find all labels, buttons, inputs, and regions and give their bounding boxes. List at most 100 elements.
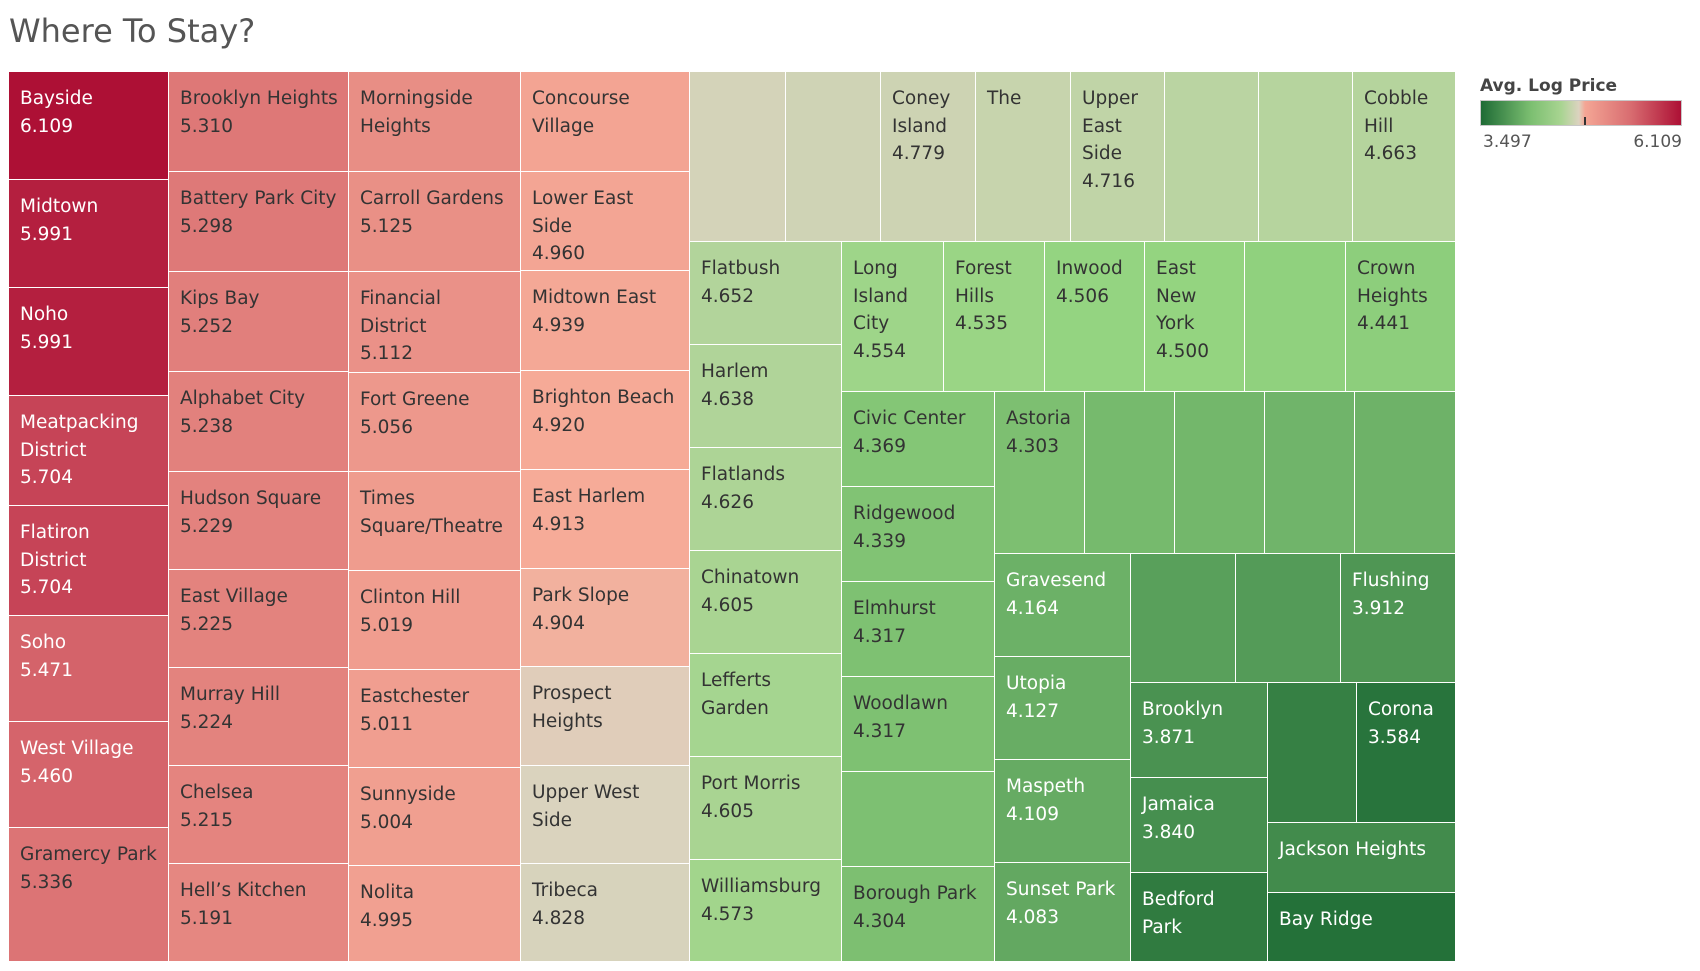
treemap-cell-the-38[interactable]: The: [976, 72, 1071, 242]
treemap-cell-brighton-beach-29[interactable]: Brighton Beach 4.920: [521, 371, 690, 470]
treemap-cell-ridgewood-57[interactable]: Ridgewood 4.339: [842, 487, 995, 582]
treemap-cell-hell-s-kitchen-16[interactable]: Hell’s Kitchen 5.191: [169, 864, 349, 962]
treemap-cell-financial-district-19[interactable]: Financial District 5.112: [349, 272, 521, 373]
treemap-cell-upper-west-side-33[interactable]: Upper West Side: [521, 766, 690, 864]
treemap-cell-astoria-62[interactable]: Astoria 4.303: [995, 392, 1085, 554]
treemap-cell-alphabet-city-11[interactable]: Alphabet City 5.238: [169, 372, 349, 472]
treemap-cell-bedford-park-79[interactable]: Bedford Park: [1131, 873, 1268, 962]
treemap-cell-unlabeled-63[interactable]: [1085, 392, 1175, 554]
cell-value: 5.112: [360, 343, 413, 364]
treemap-cell-murray-hill-14[interactable]: Murray Hill 5.224: [169, 668, 349, 766]
cell-label: Gravesend: [1006, 570, 1107, 591]
treemap-cell-lefferts-garden-47[interactable]: Lefferts Garden: [690, 654, 842, 757]
treemap-cell-chinatown-46[interactable]: Chinatown 4.605: [690, 551, 842, 654]
treemap-cell-hudson-square-12[interactable]: Hudson Square 5.229: [169, 472, 349, 570]
treemap-cell-borough-park-61[interactable]: Borough Park 4.304: [842, 867, 995, 962]
treemap-cell-port-morris-48[interactable]: Port Morris 4.605: [690, 757, 842, 860]
treemap-cell-harlem-44[interactable]: Harlem 4.638: [690, 345, 842, 448]
treemap-cell-unlabeled-65[interactable]: [1265, 392, 1355, 554]
treemap-cell-chelsea-15[interactable]: Chelsea 5.215: [169, 766, 349, 864]
treemap-cell-civic-center-56[interactable]: Civic Center 4.369: [842, 392, 995, 487]
treemap-cell-clinton-hill-22[interactable]: Clinton Hill 5.019: [349, 571, 521, 670]
treemap-cell-park-slope-31[interactable]: Park Slope 4.904: [521, 569, 690, 667]
treemap-cell-jamaica-77[interactable]: Jamaica 3.840: [1131, 778, 1268, 873]
treemap-cell-east-village-13[interactable]: East Village 5.225: [169, 570, 349, 668]
cell-value: 5.056: [360, 416, 413, 438]
treemap-cell-coney-island-37[interactable]: Coney Island 4.779: [881, 72, 976, 242]
treemap-cell-corona-76[interactable]: Corona 3.584: [1357, 683, 1456, 823]
treemap-cell-carroll-gardens-18[interactable]: Carroll Gardens 5.125: [349, 172, 521, 272]
treemap-cell-times-square-theatre-21[interactable]: Times Square/Theatre: [349, 472, 521, 571]
treemap-cell-east-new-york-53[interactable]: East New York 4.500: [1145, 242, 1245, 392]
cell-label: Financial District: [360, 288, 442, 337]
treemap-cell-midtown-east-28[interactable]: Midtown East 4.939: [521, 271, 690, 371]
cell-label: East Village: [180, 586, 288, 607]
treemap-cell-east-harlem-30[interactable]: East Harlem 4.913: [521, 470, 690, 569]
cell-label: Bay Ridge: [1279, 909, 1373, 930]
treemap-cell-tribeca-34[interactable]: Tribeca 4.828: [521, 864, 690, 962]
treemap-cell-unlabeled-60[interactable]: [842, 772, 995, 867]
treemap-cell-fort-greene-20[interactable]: Fort Greene 5.056: [349, 373, 521, 472]
treemap-cell-unlabeled-54[interactable]: [1245, 242, 1346, 392]
treemap-cell-unlabeled-36[interactable]: [786, 72, 881, 242]
cell-value: 4.626: [701, 491, 754, 513]
treemap-cell-williamsburg-49[interactable]: Williamsburg 4.573: [690, 860, 842, 962]
treemap-cell-flatlands-45[interactable]: Flatlands 4.626: [690, 448, 842, 551]
treemap-cell-morningside-heights-17[interactable]: Morningside Heights: [349, 72, 521, 172]
treemap-cell-unlabeled-35[interactable]: [690, 72, 786, 242]
treemap-cell-jackson-heights-78[interactable]: Jackson Heights: [1268, 823, 1456, 893]
treemap-cell-flushing-73[interactable]: Flushing 3.912: [1341, 554, 1456, 683]
treemap-cell-gramercy-park-7[interactable]: Gramercy Park 5.336: [9, 828, 169, 962]
treemap-cell-inwood-52[interactable]: Inwood 4.506: [1045, 242, 1145, 392]
cell-label: Park Slope: [532, 585, 630, 606]
treemap-cell-concourse-village-26[interactable]: Concourse Village: [521, 72, 690, 172]
treemap-cell-gravesend-67[interactable]: Gravesend 4.164: [995, 554, 1131, 657]
treemap-cell-unlabeled-72[interactable]: [1236, 554, 1341, 683]
treemap-cell-eastchester-23[interactable]: Eastchester 5.011: [349, 670, 521, 768]
treemap-cell-unlabeled-40[interactable]: [1165, 72, 1259, 242]
treemap-cell-maspeth-69[interactable]: Maspeth 4.109: [995, 760, 1131, 863]
treemap-cell-battery-park-city-9[interactable]: Battery Park City 5.298: [169, 172, 349, 272]
cell-label: The: [987, 88, 1022, 109]
cell-label: Elmhurst: [853, 598, 936, 619]
treemap-cell-soho-5[interactable]: Soho 5.471: [9, 616, 169, 722]
treemap-cell-woodlawn-59[interactable]: Woodlawn 4.317: [842, 677, 995, 772]
treemap-cell-flatiron-district-4[interactable]: Flatiron District 5.704: [9, 506, 169, 616]
treemap-cell-sunset-park-70[interactable]: Sunset Park 4.083: [995, 863, 1131, 962]
treemap-cell-west-village-6[interactable]: West Village 5.460: [9, 722, 169, 828]
cell-label: Soho: [20, 632, 67, 653]
treemap-cell-long-island-city-50[interactable]: Long Island City 4.554: [842, 242, 944, 392]
treemap-cell-flatbush-43[interactable]: Flatbush 4.652: [690, 242, 842, 345]
cell-label: Harlem: [701, 361, 769, 382]
treemap-cell-brooklyn-74[interactable]: Brooklyn 3.871: [1131, 683, 1268, 778]
treemap-cell-elmhurst-58[interactable]: Elmhurst 4.317: [842, 582, 995, 677]
color-legend: Avg. Log Price 3.497 6.109: [1480, 76, 1686, 154]
cell-label: Noho: [20, 304, 69, 325]
cell-value: 3.871: [1142, 726, 1195, 748]
treemap-cell-unlabeled-66[interactable]: [1355, 392, 1456, 554]
treemap-cell-unlabeled-41[interactable]: [1259, 72, 1353, 242]
treemap-cell-kips-bay-10[interactable]: Kips Bay 5.252: [169, 272, 349, 372]
treemap-cell-brooklyn-heights-8[interactable]: Brooklyn Heights 5.310: [169, 72, 349, 172]
treemap-cell-crown-heights-55[interactable]: Crown Heights 4.441: [1346, 242, 1456, 392]
treemap-cell-prospect-heights-32[interactable]: Prospect Heights: [521, 667, 690, 766]
treemap-cell-utopia-68[interactable]: Utopia 4.127: [995, 657, 1131, 760]
cell-value: 3.584: [1368, 726, 1421, 748]
treemap-cell-upper-east-side-39[interactable]: Upper East Side 4.716: [1071, 72, 1165, 242]
treemap-cell-unlabeled-71[interactable]: [1131, 554, 1236, 683]
cell-label: Lower East Side: [532, 188, 634, 237]
treemap-cell-unlabeled-64[interactable]: [1175, 392, 1265, 554]
treemap-cell-bay-ridge-80[interactable]: Bay Ridge: [1268, 893, 1456, 962]
treemap-cell-nolita-25[interactable]: Nolita 4.995: [349, 866, 521, 962]
treemap-cell-lower-east-side-27[interactable]: Lower East Side 4.960: [521, 172, 690, 271]
treemap-cell-cobble-hill-42[interactable]: Cobble Hill 4.663: [1353, 72, 1456, 242]
treemap-cell-sunnyside-24[interactable]: Sunnyside 5.004: [349, 768, 521, 866]
cell-label: Concourse Village: [532, 88, 630, 137]
treemap-cell-midtown-1[interactable]: Midtown 5.991: [9, 180, 169, 288]
treemap-cell-noho-2[interactable]: Noho 5.991: [9, 288, 169, 396]
cell-label: Alphabet City: [180, 388, 306, 409]
treemap-cell-bayside-0[interactable]: Bayside 6.109: [9, 72, 169, 180]
treemap-cell-unlabeled-75[interactable]: [1268, 683, 1357, 823]
treemap-cell-meatpacking-district-3[interactable]: Meatpacking District 5.704: [9, 396, 169, 506]
treemap-cell-forest-hills-51[interactable]: Forest Hills 4.535: [944, 242, 1045, 392]
